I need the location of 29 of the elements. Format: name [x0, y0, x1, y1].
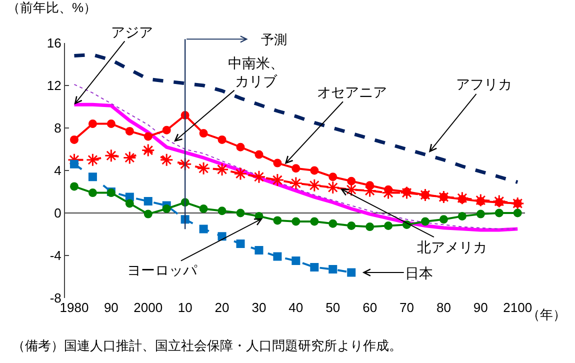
x-tick-label: 50 — [326, 300, 340, 315]
annotation: ヨーロッパ — [127, 262, 198, 278]
x-tick-label: 80 — [436, 300, 451, 315]
x-tick-label: 90 — [473, 300, 488, 315]
annotation: 中南米、カリブ — [228, 55, 284, 90]
x-tick-label: 40 — [288, 300, 304, 315]
annotation: オセアニア — [317, 84, 387, 100]
x-tick-label: 20 — [214, 300, 230, 315]
x-tick-label: 10 — [178, 300, 192, 315]
ref-line-label: 予測 — [261, 32, 287, 47]
y-axis-title: （前年比、%） — [7, 0, 97, 15]
annotation: 日本 — [405, 265, 433, 281]
x-tick-label: 70 — [400, 300, 414, 315]
y-tick-label: 0 — [54, 206, 62, 221]
annotation: アジア — [111, 24, 153, 40]
x-tick-label: 30 — [252, 300, 266, 315]
y-tick-label: 16 — [46, 36, 62, 51]
y-tick-label: 12 — [46, 78, 62, 94]
y-tick-label: -8 — [50, 290, 62, 306]
y-tick-label: 4 — [54, 163, 62, 178]
y-tick-label: -4 — [50, 248, 62, 264]
x-tick-label: 2000 — [134, 300, 163, 315]
x-tick-label: 60 — [362, 300, 378, 315]
annotation: 北アメリカ — [417, 239, 487, 255]
x-tick-label: 90 — [104, 300, 118, 315]
annotation: アフリカ — [456, 76, 512, 92]
y-tick-label: 8 — [54, 120, 62, 136]
text: （備考）国連人口推計、国立社会保障・人口問題研究所より作成。 — [12, 338, 402, 353]
x-tick-label: 1980 — [60, 300, 89, 315]
